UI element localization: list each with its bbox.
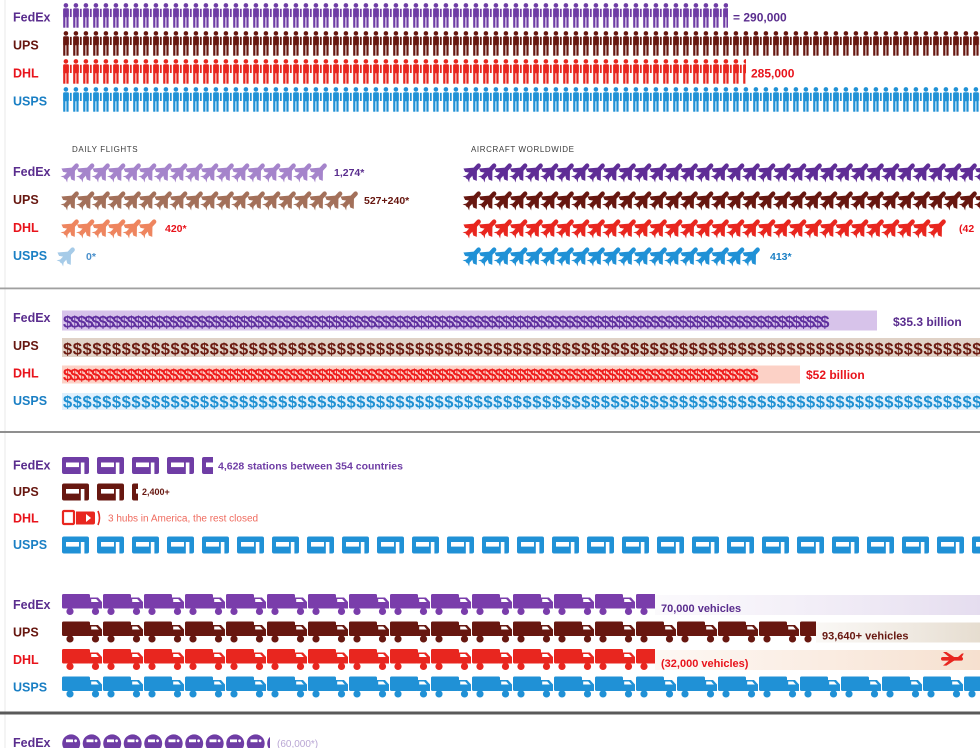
svg-text:$$$$$$$$$$$$$$$$$$$$$$$$$$$$$$: $$$$$$$$$$$$$$$$$$$$$$$$$$$$$$$$$$$$$$$$…	[63, 314, 829, 332]
svg-text:FedEx: FedEx	[13, 311, 51, 325]
svg-text:USPS: USPS	[13, 681, 47, 695]
svg-text:AIRCRAFT WORLDWIDE: AIRCRAFT WORLDWIDE	[471, 145, 575, 154]
svg-text:93,640+ vehicles: 93,640+ vehicles	[822, 631, 909, 643]
svg-text:DHL: DHL	[13, 67, 39, 81]
svg-text:FedEx: FedEx	[13, 165, 51, 179]
svg-text:USPS: USPS	[13, 394, 47, 408]
svg-text:UPS: UPS	[13, 339, 39, 353]
svg-text:FedEx: FedEx	[13, 11, 51, 25]
svg-text:2,400+: 2,400+	[142, 487, 170, 497]
svg-text:(32,000 vehicles): (32,000 vehicles)	[661, 658, 749, 670]
svg-text:FedEx: FedEx	[13, 598, 51, 612]
svg-text:3 hubs in America, the rest cl: 3 hubs in America, the rest closed	[108, 514, 258, 525]
svg-text:4,628 stations between 354 cou: 4,628 stations between 354 countries	[218, 461, 403, 473]
svg-text:DHL: DHL	[13, 367, 39, 381]
svg-text:$$$$$$$$$$$$$$$$$$$$$$$$$$$$$$: $$$$$$$$$$$$$$$$$$$$$$$$$$$$$$$$$$$$$$$$…	[63, 367, 758, 385]
svg-text:DHL: DHL	[13, 512, 39, 526]
svg-text:420*: 420*	[165, 223, 188, 235]
svg-text:DAILY FLIGHTS: DAILY FLIGHTS	[72, 145, 138, 154]
svg-text:70,000 vehicles: 70,000 vehicles	[661, 603, 741, 615]
svg-text:527+240*: 527+240*	[364, 195, 410, 207]
svg-text:$52 billion: $52 billion	[806, 368, 865, 382]
svg-text:1,274*: 1,274*	[334, 167, 365, 179]
svg-text:285,000: 285,000	[751, 67, 795, 81]
svg-text:UPS: UPS	[13, 626, 39, 640]
svg-text:$$$$$$$$$$$$$$$$$$$$$$$$$$$$$$: $$$$$$$$$$$$$$$$$$$$$$$$$$$$$$$$$$$$$$$$…	[63, 341, 980, 359]
svg-text:USPS: USPS	[13, 538, 47, 552]
svg-text:USPS: USPS	[13, 249, 47, 263]
svg-text:FedEx: FedEx	[13, 459, 51, 473]
svg-text:(42: (42	[959, 223, 974, 235]
svg-text:0*: 0*	[86, 251, 97, 263]
svg-text:$$$$$$$$$$$$$$$$$$$$$$$$$$$$$$: $$$$$$$$$$$$$$$$$$$$$$$$$$$$$$$$$$$$$$$$…	[63, 394, 980, 412]
svg-text:$35.3 billion: $35.3 billion	[893, 315, 962, 329]
svg-text:DHL: DHL	[13, 221, 39, 235]
svg-text:USPS: USPS	[13, 95, 47, 109]
svg-text:= 290,000: = 290,000	[733, 11, 787, 25]
svg-text:FedEx: FedEx	[13, 736, 51, 748]
svg-text:413*: 413*	[770, 251, 793, 263]
svg-text:UPS: UPS	[13, 39, 39, 53]
svg-text:(60,000*): (60,000*)	[277, 739, 318, 748]
svg-text:UPS: UPS	[13, 193, 39, 207]
svg-text:UPS: UPS	[13, 485, 39, 499]
svg-text:DHL: DHL	[13, 653, 39, 667]
